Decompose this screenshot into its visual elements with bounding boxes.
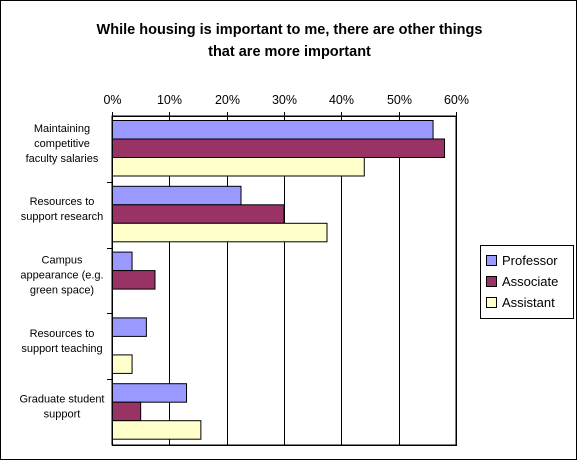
tick-label: 30% [272,93,297,107]
tick-label: 50% [387,93,412,107]
legend-label: Assistant [502,294,555,310]
category-label: Resources to [30,328,95,340]
tick-label: 40% [329,93,354,107]
category-label: Campus [42,255,83,267]
chart-title-line-2: that are more important [208,44,371,60]
bar-assistant [111,420,202,440]
plot-border [112,116,457,446]
bar-professor [111,383,188,403]
bar-professor [111,120,434,140]
bar-associate [111,401,142,422]
category-label: support [44,409,81,421]
category-label: Graduate student [19,394,104,406]
legend-swatch [486,254,497,266]
legend-item-professor: Professor [486,252,558,268]
category-label: green space) [30,285,94,297]
category-label: Resources to [30,196,95,208]
legend-swatch [486,275,497,287]
legend-swatch [486,296,497,308]
legend-item-associate: Associate [486,273,558,289]
bar-associate [111,138,446,158]
bar-professor [111,251,133,272]
legend-label: Associate [502,273,559,289]
bar-assistant [111,354,133,374]
bar-professor [111,317,147,337]
tick-label: 20% [215,93,240,107]
tick-label: 10% [157,93,182,107]
tick-label: 0% [103,93,121,107]
legend: Professor Associate Assistant [480,245,574,319]
bar-professor [111,185,242,206]
category-label: support research [21,211,104,223]
legend-item-assistant: Assistant [486,294,555,310]
category-label: competitive [34,138,90,150]
bar-assistant [111,157,365,177]
legend-label: Professor [502,252,558,268]
chart-title: While housing is important to me, there … [1,19,577,63]
category-label: appearance (e.g. [20,270,103,282]
category-label: Maintaining [34,123,90,135]
category-label: support teaching [21,343,102,355]
bar-associate [111,270,156,290]
tick-label: 60% [444,93,469,107]
chart-title-line-1: While housing is important to me, there … [96,22,483,38]
bar-associate [111,204,285,224]
category-label: faculty salaries [26,153,99,165]
bar-assistant [111,222,328,243]
